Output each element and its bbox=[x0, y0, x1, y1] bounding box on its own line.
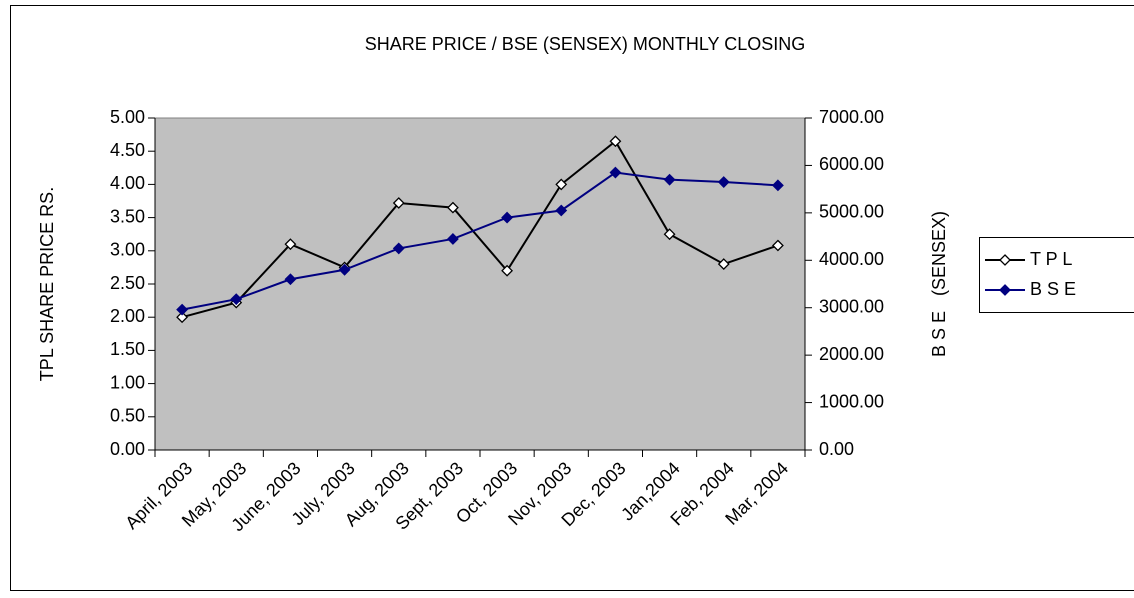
series-marker bbox=[176, 311, 189, 324]
y-tick-label: 0.50 bbox=[110, 406, 145, 426]
series-marker bbox=[609, 135, 622, 148]
series-line bbox=[181, 139, 779, 319]
y-tick-label: 5.00 bbox=[110, 107, 145, 127]
series-marker bbox=[717, 176, 730, 188]
y-tick-label: 3.50 bbox=[110, 206, 145, 226]
series-marker bbox=[555, 178, 568, 191]
y2-tick-label: 3000.00 bbox=[819, 296, 884, 316]
series-marker bbox=[392, 242, 405, 255]
series-marker bbox=[663, 173, 676, 186]
series-marker bbox=[446, 201, 459, 214]
legend-label: B S E bbox=[1030, 279, 1076, 299]
legend-marker bbox=[999, 254, 1011, 266]
series-marker bbox=[555, 204, 568, 217]
legend-box bbox=[979, 237, 1134, 313]
series-marker bbox=[284, 273, 297, 286]
series-marker bbox=[663, 228, 676, 241]
y-tick-label: 0.00 bbox=[110, 439, 145, 459]
series-marker bbox=[501, 264, 514, 277]
plot-area bbox=[154, 117, 806, 451]
y-tick-label: 2.50 bbox=[110, 273, 145, 293]
legend-marker bbox=[999, 284, 1011, 296]
series-line bbox=[181, 171, 778, 311]
legend-label: T P L bbox=[1030, 249, 1072, 269]
series-marker bbox=[771, 239, 784, 252]
y-tick-label: 4.00 bbox=[110, 173, 145, 193]
series-marker bbox=[501, 211, 514, 224]
series-marker bbox=[284, 238, 297, 251]
y2-axis-label: B S E (SENSEX) bbox=[929, 211, 949, 357]
series-marker bbox=[176, 303, 189, 316]
series-marker bbox=[446, 233, 459, 245]
series-marker bbox=[230, 293, 243, 306]
y2-tick-label: 7000.00 bbox=[819, 107, 884, 127]
y-tick-label: 1.00 bbox=[110, 372, 145, 392]
series-marker bbox=[392, 197, 405, 209]
y2-tick-label: 2000.00 bbox=[819, 344, 884, 364]
y2-tick-label: 1000.00 bbox=[819, 391, 884, 411]
series-marker bbox=[771, 179, 784, 192]
y-tick-label: 3.00 bbox=[110, 240, 145, 260]
y-tick-label: 4.50 bbox=[110, 140, 145, 160]
y-tick-label: 2.00 bbox=[110, 306, 145, 326]
y2-tick-label: 0.00 bbox=[819, 439, 854, 459]
y2-tick-label: 6000.00 bbox=[819, 154, 884, 174]
y2-tick-label: 5000.00 bbox=[819, 202, 884, 222]
series-marker bbox=[717, 258, 730, 270]
chart-title: SHARE PRICE / BSE (SENSEX) MONTHLY CLOSI… bbox=[365, 34, 805, 54]
y2-tick-label: 4000.00 bbox=[819, 249, 884, 269]
y-tick-label: 1.50 bbox=[110, 339, 145, 359]
series-marker bbox=[338, 263, 351, 276]
series-marker bbox=[609, 166, 622, 179]
y-axis-label: TPL SHARE PRICE RS. bbox=[37, 187, 57, 381]
